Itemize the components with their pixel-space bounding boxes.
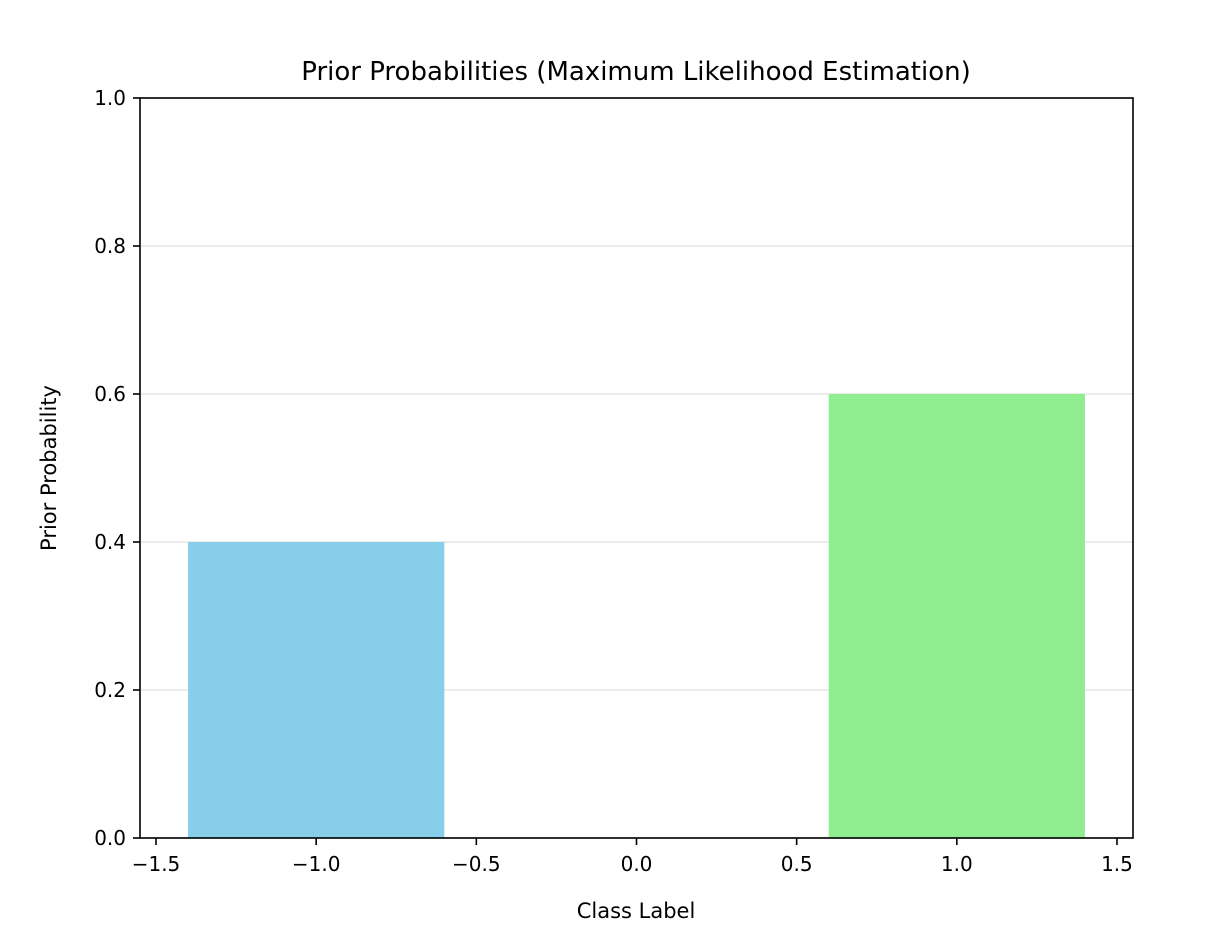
y-tick-label-3: 0.6	[94, 382, 126, 406]
x-axis-ticks: −1.5 −1.0 −0.5 0.0 0.5 1.0 1.5	[132, 838, 1133, 876]
y-tick-label-2: 0.4	[94, 530, 126, 554]
x-tick-label-4: 0.5	[781, 852, 813, 876]
y-axis-label: Prior Probability	[37, 385, 61, 551]
x-tick-label-3: 0.0	[621, 852, 653, 876]
x-tick-label-2: −0.5	[452, 852, 501, 876]
bar-1	[828, 394, 1085, 838]
chart-title: Prior Probabilities (Maximum Likelihood …	[301, 57, 971, 87]
y-tick-label-0: 0.0	[94, 826, 126, 850]
bar-0	[188, 542, 445, 838]
y-axis-ticks: 0.0 0.2 0.4 0.6 0.8 1.0	[94, 86, 140, 850]
y-tick-label-1: 0.2	[94, 678, 126, 702]
x-tick-label-1: −1.0	[292, 852, 341, 876]
x-tick-label-6: 1.5	[1101, 852, 1133, 876]
bars	[188, 394, 1085, 838]
x-tick-label-5: 1.0	[941, 852, 973, 876]
y-tick-label-4: 0.8	[94, 234, 126, 258]
x-tick-label-0: −1.5	[132, 852, 181, 876]
x-axis-label: Class Label	[577, 899, 696, 923]
y-tick-label-5: 1.0	[94, 86, 126, 110]
